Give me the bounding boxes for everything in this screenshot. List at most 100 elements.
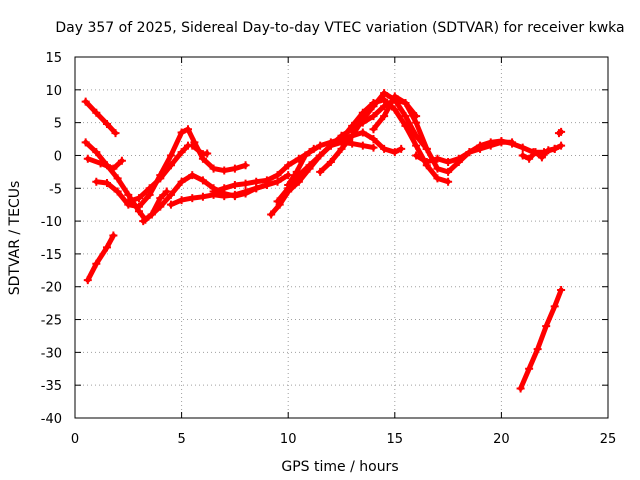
data-point: [433, 164, 442, 173]
series-s17: [412, 138, 517, 167]
data-point: [390, 148, 399, 157]
series-layer: [81, 89, 566, 393]
data-point: [326, 158, 335, 167]
data-point: [284, 171, 293, 180]
data-point: [252, 177, 261, 186]
y-tick-label: -30: [41, 346, 62, 361]
y-tick-label: 5: [54, 117, 62, 132]
data-point: [444, 177, 453, 186]
tick-layer: 0 5 10 15 20 25 -40 -35 -30 -25 -20 -15 -10 -5 0 5 10 15: [41, 51, 617, 447]
y-axis-label: SDTVAR / TECUs: [7, 181, 23, 296]
data-point: [145, 184, 154, 193]
y-tick-label: -25: [41, 314, 62, 329]
data-point: [309, 144, 318, 153]
data-point: [518, 143, 527, 152]
data-point: [369, 135, 378, 144]
x-tick-label: 15: [387, 432, 404, 447]
data-point: [273, 171, 282, 180]
data-point: [557, 286, 566, 295]
y-tick-label: 10: [45, 84, 62, 99]
plot-frame: [74, 56, 609, 419]
data-point: [326, 141, 335, 150]
data-point: [92, 259, 101, 268]
series-s9: [188, 141, 212, 159]
data-point: [557, 141, 566, 150]
data-point: [156, 202, 165, 211]
data-point: [117, 156, 126, 165]
data-point: [81, 138, 90, 147]
chart-title: Day 357 of 2025, Sidereal Day-to-day VTE…: [55, 20, 624, 36]
data-point: [177, 148, 186, 157]
data-point: [518, 151, 527, 160]
y-tick-label: 0: [54, 149, 62, 164]
data-point: [508, 138, 517, 147]
data-point: [102, 243, 111, 252]
series-line: [85, 233, 116, 283]
series-line: [83, 139, 170, 223]
data-point: [316, 141, 325, 150]
data-point: [198, 176, 207, 185]
x-tick-label: 5: [177, 432, 185, 447]
data-point: [230, 164, 239, 173]
y-tick-label: -5: [49, 182, 62, 197]
data-point: [380, 144, 389, 153]
data-point: [188, 171, 197, 180]
x-tick-label: 0: [71, 432, 79, 447]
data-point: [525, 154, 534, 163]
data-point: [267, 210, 276, 219]
data-point: [444, 158, 453, 167]
data-point: [390, 92, 399, 101]
series-line: [285, 146, 317, 188]
data-point: [476, 144, 485, 153]
data-point: [109, 164, 118, 173]
series-line: [93, 126, 249, 210]
data-point: [284, 161, 293, 170]
series-line: [413, 139, 515, 165]
data-point: [220, 184, 229, 193]
data-point: [516, 384, 525, 393]
data-point: [348, 139, 357, 148]
series-s10: [209, 128, 406, 196]
data-point: [113, 174, 122, 183]
data-point: [412, 151, 421, 160]
data-point: [316, 167, 325, 176]
data-point: [537, 153, 546, 162]
data-point: [550, 144, 559, 153]
data-point: [369, 125, 378, 134]
data-point: [83, 276, 92, 285]
data-point: [369, 102, 378, 111]
data-point: [525, 364, 534, 373]
series-s13: [284, 144, 318, 189]
data-point: [397, 144, 406, 153]
data-point: [284, 180, 293, 189]
data-point: [102, 179, 111, 188]
data-point: [147, 210, 156, 219]
data-point: [550, 302, 559, 311]
data-point: [220, 166, 229, 175]
series-line: [518, 287, 564, 391]
data-point: [241, 161, 250, 170]
data-point: [134, 202, 143, 211]
data-point: [177, 196, 186, 205]
data-point: [533, 345, 542, 354]
data-point: [301, 151, 310, 160]
data-point: [337, 131, 346, 140]
series-s19: [516, 286, 566, 393]
data-point: [183, 125, 192, 134]
data-point: [433, 154, 442, 163]
data-point: [230, 190, 239, 199]
data-point: [358, 141, 367, 150]
y-tick-label: -10: [41, 215, 62, 230]
data-point: [166, 200, 175, 209]
data-point: [230, 180, 239, 189]
data-point: [96, 159, 105, 168]
data-point: [83, 154, 92, 163]
data-point: [544, 146, 553, 155]
data-point: [433, 174, 442, 183]
data-point: [316, 151, 325, 160]
y-tick-label: -15: [41, 248, 62, 263]
data-point: [102, 119, 111, 128]
data-point: [188, 194, 197, 203]
data-point: [166, 151, 175, 160]
series-s14: [316, 89, 431, 176]
